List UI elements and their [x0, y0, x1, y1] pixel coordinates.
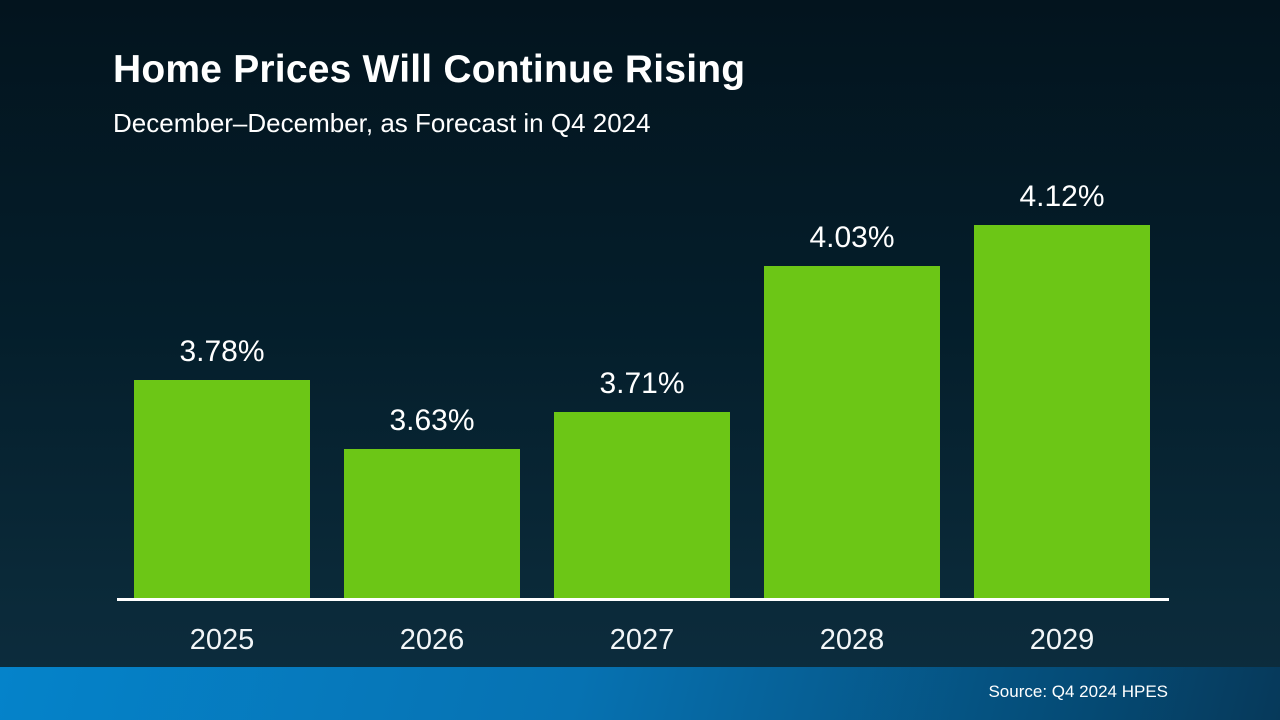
- bar-value-label-2029: 4.12%: [1019, 180, 1105, 214]
- footer-bar: Source: Q4 2024 HPES: [0, 667, 1280, 720]
- x-axis-label-2028: 2028: [819, 624, 885, 656]
- bar-value-label-2025: 3.78%: [179, 335, 265, 369]
- page-title: Home Prices Will Continue Rising: [113, 48, 746, 91]
- x-axis-label-2025: 2025: [189, 624, 255, 656]
- plot-area: 3.78% 3.63% 3.71% 4.03% 4.12%: [134, 180, 1150, 599]
- bar-value-label-2026: 3.63%: [389, 403, 475, 437]
- bar-2029: [974, 225, 1150, 599]
- bar-group-2025: 3.78%: [134, 335, 310, 599]
- bar-group-2026: 3.63%: [344, 404, 520, 599]
- x-axis-label-2029: 2029: [1029, 624, 1095, 656]
- bar-2027: [554, 412, 730, 599]
- bar-value-label-2027: 3.71%: [599, 367, 685, 401]
- bar-group-2029: 4.12%: [974, 180, 1150, 599]
- x-axis-line: [117, 598, 1169, 601]
- x-axis-label-2026: 2026: [399, 624, 465, 656]
- source-note: Source: Q4 2024 HPES: [988, 682, 1168, 701]
- bar-2028: [764, 266, 940, 599]
- bar-group-2027: 3.71%: [554, 367, 730, 599]
- bar-group-2028: 4.03%: [764, 221, 940, 599]
- page-subtitle: December–December, as Forecast in Q4 202…: [113, 108, 651, 138]
- x-axis-labels: 2025 2026 2027 2028 2029: [134, 624, 1150, 657]
- bar-2025: [134, 380, 310, 599]
- bar-2026: [344, 448, 520, 599]
- bar-value-label-2028: 4.03%: [809, 221, 895, 255]
- x-axis-label-2027: 2027: [609, 624, 675, 656]
